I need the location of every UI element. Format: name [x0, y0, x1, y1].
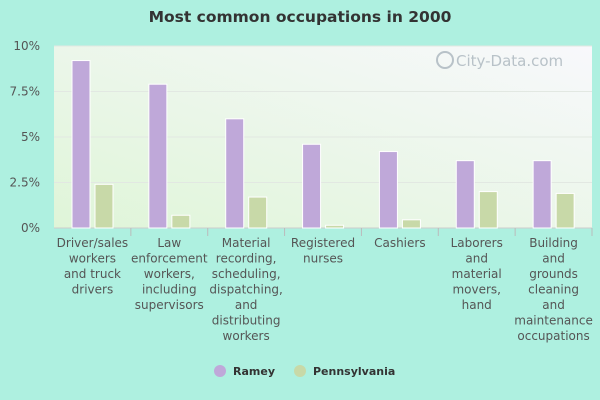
x-tick-label: Cashiers — [374, 236, 426, 250]
x-tick-label: Registered nurses — [291, 236, 355, 266]
legend-swatch-pennsylvania — [294, 365, 306, 377]
y-axis-ticks: 0% 2.5% 5% 7.5% 10% — [10, 39, 41, 235]
bar-ramey-1 — [148, 83, 168, 229]
bar-ramey-0 — [71, 60, 91, 229]
chart-title: Most common occupations in 2000 — [148, 8, 452, 26]
x-tick-label: Material recording, scheduling, dispatching… — [209, 236, 282, 343]
bar-pennsylvania-5 — [478, 191, 498, 229]
bar-pennsylvania-4 — [401, 219, 421, 229]
x-tick-label: Law enforcement workers, including superviso… — [131, 236, 208, 312]
x-tick-label: Building and grounds cleaning and maintenance… — [514, 236, 593, 343]
bar-ramey-2 — [225, 118, 245, 229]
bar-ramey-5 — [455, 160, 475, 229]
y-tick-label: 2.5% — [10, 176, 41, 190]
bar-pennsylvania-1 — [171, 214, 191, 229]
y-tick-label: 0% — [21, 221, 40, 235]
bar-pennsylvania-6 — [555, 192, 575, 229]
legend-label-pennsylvania: Pennsylvania — [313, 365, 395, 378]
y-tick-label: 5% — [21, 130, 40, 144]
y-tick-label: 10% — [13, 39, 40, 53]
bars — [71, 60, 575, 229]
legend: Ramey Pennsylvania — [214, 365, 395, 378]
legend-swatch-ramey — [214, 365, 226, 377]
bar-ramey-3 — [302, 143, 322, 229]
gridlines — [54, 45, 592, 229]
x-tick-label: Laborers and material movers, hand — [451, 236, 503, 312]
category-separators — [130, 228, 593, 236]
y-tick-label: 7.5% — [10, 85, 41, 99]
x-tick-label: Driver/sales workers and truck drivers — [57, 236, 129, 297]
bar-pennsylvania-3 — [325, 224, 345, 229]
bar-pennsylvania-2 — [248, 196, 268, 229]
bar-ramey-6 — [532, 160, 552, 229]
legend-label-ramey: Ramey — [233, 365, 275, 378]
bar-ramey-4 — [378, 151, 398, 229]
watermark: City-Data.com — [436, 51, 563, 70]
bar-pennsylvania-0 — [94, 183, 114, 229]
watermark-icon — [436, 51, 454, 69]
watermark-text: City-Data.com — [456, 52, 563, 70]
